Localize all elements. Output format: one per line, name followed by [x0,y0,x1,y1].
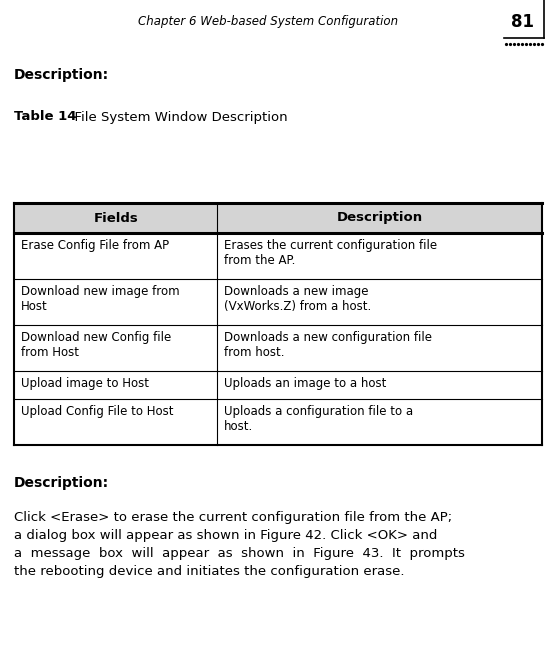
Text: Fields: Fields [93,211,138,224]
Text: a  message  box  will  appear  as  shown  in  Figure  43.  It  prompts: a message box will appear as shown in Fi… [14,547,465,560]
Text: Downloads a new configuration file
from host.: Downloads a new configuration file from … [224,331,432,359]
Text: Description: Description [336,211,423,224]
Bar [14,203,542,233]
Text: Upload Config File to Host: Upload Config File to Host [21,405,173,418]
Text: Uploads a configuration file to a
host.: Uploads a configuration file to a host. [224,405,414,433]
Text: Downloads a new image
(VxWorks.Z) from a host.: Downloads a new image (VxWorks.Z) from a… [224,285,371,313]
Text: Erase Config File from AP: Erase Config File from AP [21,239,169,252]
Text: Description:: Description: [14,68,109,82]
Text: a dialog box will appear as shown in Figure 42. Click <OK> and: a dialog box will appear as shown in Fig… [14,529,438,542]
Text: Erases the current configuration file
from the AP.: Erases the current configuration file fr… [224,239,438,267]
Text: 81: 81 [510,13,534,31]
Text: Table 14: Table 14 [14,110,77,123]
Text: Uploads an image to a host: Uploads an image to a host [224,377,386,390]
Text: Click <Erase> to erase the current configuration file from the AP;: Click <Erase> to erase the current confi… [14,511,452,524]
Text: Upload image to Host: Upload image to Host [21,377,149,390]
Text: File System Window Description: File System Window Description [66,110,287,123]
Text: the rebooting device and initiates the configuration erase.: the rebooting device and initiates the c… [14,565,405,578]
Text: Chapter 6 Web-based System Configuration: Chapter 6 Web-based System Configuration [138,16,398,28]
Text: Description:: Description: [14,476,109,490]
Text: Download new image from
Host: Download new image from Host [21,285,180,313]
Text: Download new Config file
from Host: Download new Config file from Host [21,331,171,359]
